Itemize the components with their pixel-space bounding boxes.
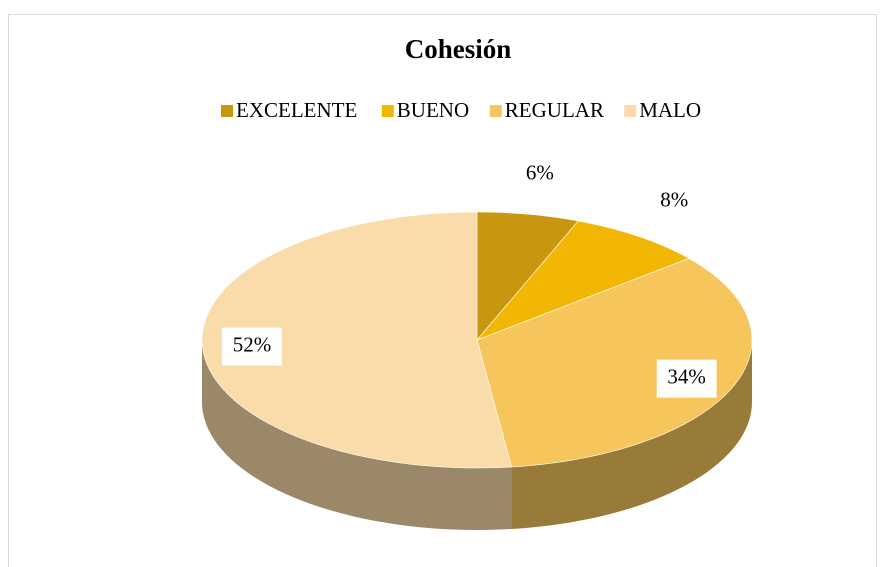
legend-swatch [489, 105, 502, 117]
legend-label: REGULAR [505, 98, 604, 122]
data-label: 52% [233, 332, 272, 356]
slice [476, 211, 579, 341]
legend-swatch [624, 105, 637, 117]
chart-title: Cohesión [405, 34, 512, 64]
data-label: 8% [660, 187, 688, 211]
legend-label: MALO [639, 98, 701, 122]
slice-side [511, 340, 752, 529]
legend-swatch [381, 105, 394, 117]
data-label: 6% [526, 160, 554, 184]
legend: EXCELENTE BUENO REGULAR MALO [221, 98, 701, 122]
slice [476, 220, 690, 341]
data-label: 34% [667, 364, 706, 388]
legend-label: EXCELENTE [236, 98, 357, 122]
label-box [221, 327, 282, 366]
slice [201, 211, 512, 469]
legend-swatch [221, 105, 233, 117]
slice [476, 258, 753, 468]
label-box [656, 359, 717, 398]
legend-label: BUENO [397, 98, 469, 122]
slice-side [202, 340, 512, 530]
